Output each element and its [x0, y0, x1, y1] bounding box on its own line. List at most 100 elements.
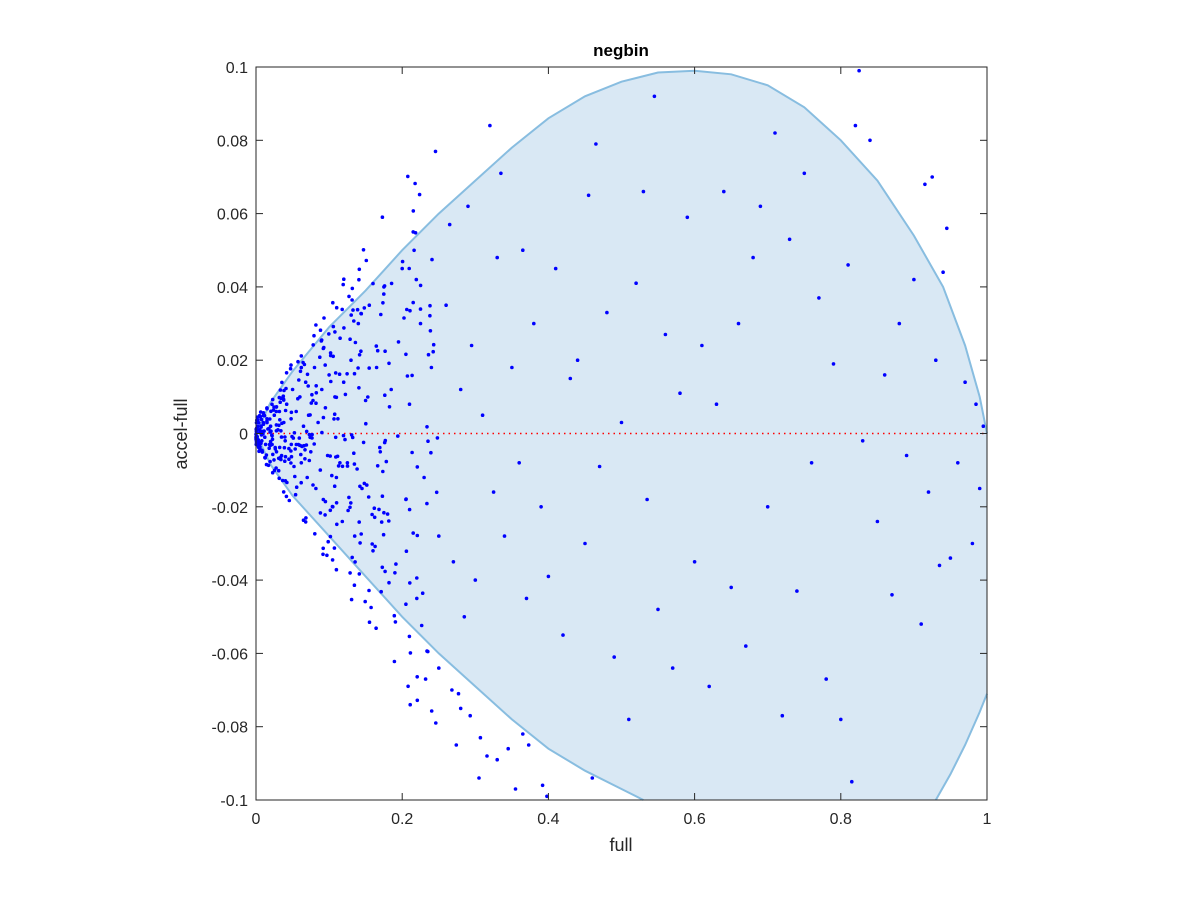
data-point	[568, 376, 573, 381]
data-point	[382, 510, 386, 515]
data-point	[468, 713, 473, 718]
data-point	[428, 303, 432, 308]
data-point	[289, 417, 293, 421]
data-point	[575, 358, 580, 363]
data-point	[345, 464, 350, 468]
data-point	[318, 355, 322, 360]
data-point	[372, 506, 377, 511]
data-point	[375, 464, 380, 468]
data-point	[383, 569, 387, 574]
data-point	[283, 459, 287, 464]
data-point	[303, 380, 308, 385]
y-tick-label: 0.08	[217, 133, 248, 150]
data-point	[410, 450, 414, 455]
data-point	[340, 464, 345, 469]
data-point	[437, 666, 441, 670]
data-point	[304, 516, 308, 520]
data-point	[299, 452, 303, 457]
data-point	[306, 384, 311, 388]
data-point	[332, 484, 337, 489]
data-point	[372, 515, 377, 520]
data-point	[478, 735, 483, 740]
data-point	[301, 424, 306, 429]
data-point	[357, 520, 362, 524]
data-point	[297, 436, 302, 440]
data-point	[355, 467, 359, 471]
data-point	[634, 281, 638, 286]
data-point	[434, 490, 439, 495]
x-tick-label: 0.6	[683, 811, 705, 828]
x-tick-label: 0	[252, 811, 261, 828]
data-point	[280, 380, 284, 385]
data-point	[333, 330, 337, 334]
data-point	[321, 552, 325, 557]
region-bottom-right-boundary	[934, 693, 988, 801]
data-point	[404, 497, 408, 501]
data-point	[404, 602, 408, 606]
data-point	[349, 433, 354, 437]
data-point	[321, 546, 326, 551]
data-point	[419, 623, 424, 628]
data-point	[333, 371, 338, 375]
x-axis-ticks: 0 0.2 0.4 0.6 0.8 1	[252, 67, 992, 828]
data-point	[405, 307, 409, 312]
data-point	[714, 402, 719, 407]
data-point	[956, 461, 960, 465]
data-point	[293, 492, 298, 497]
data-point	[328, 534, 333, 539]
data-point	[382, 292, 386, 296]
data-point	[259, 417, 264, 422]
y-tick-label: 0	[239, 427, 248, 444]
data-point	[435, 436, 440, 440]
data-point	[663, 332, 668, 337]
data-point	[270, 433, 274, 437]
data-point	[381, 532, 386, 537]
data-point	[387, 361, 391, 366]
data-point	[594, 142, 598, 146]
data-point	[337, 372, 342, 377]
data-point	[473, 578, 478, 582]
data-point	[941, 270, 945, 275]
data-point	[331, 354, 336, 359]
data-point	[945, 226, 949, 231]
data-point	[400, 266, 405, 271]
y-tick-label: 0.1	[226, 60, 248, 77]
data-point	[320, 387, 324, 392]
data-point	[298, 369, 303, 374]
data-point	[392, 659, 397, 664]
data-point	[868, 138, 872, 143]
data-point	[283, 454, 288, 459]
data-point	[875, 519, 880, 524]
data-point	[297, 378, 301, 382]
data-point	[289, 454, 294, 459]
data-point	[408, 651, 413, 655]
data-point	[294, 485, 299, 490]
data-point	[656, 607, 660, 612]
data-point	[271, 408, 276, 412]
data-point	[361, 248, 366, 252]
y-tick-label: -0.06	[212, 646, 249, 663]
data-point	[343, 437, 347, 442]
data-point	[290, 387, 295, 392]
data-point	[385, 512, 390, 516]
data-point	[394, 562, 398, 566]
data-point	[758, 204, 763, 209]
data-point	[363, 599, 368, 604]
data-point	[404, 549, 409, 553]
data-point	[334, 305, 339, 310]
data-point	[289, 363, 293, 367]
data-point	[418, 283, 423, 288]
data-point	[380, 215, 385, 219]
data-point	[418, 307, 423, 311]
data-point	[322, 345, 326, 350]
data-point	[333, 435, 338, 440]
data-point	[272, 413, 277, 418]
data-point	[264, 462, 269, 467]
data-point	[348, 337, 352, 342]
data-point	[692, 560, 697, 564]
data-point	[347, 294, 351, 299]
data-point	[293, 474, 297, 479]
data-point	[627, 717, 631, 722]
data-point	[381, 301, 385, 305]
data-point	[415, 596, 419, 601]
